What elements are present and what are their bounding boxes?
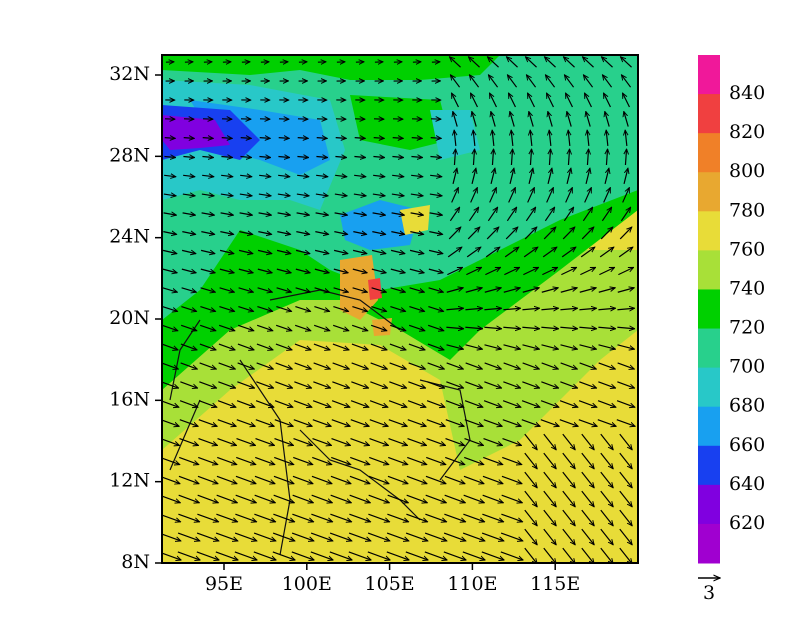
- colorbar-box: [698, 368, 720, 408]
- colorbar-box: [698, 94, 720, 134]
- colorbar-label: 840: [729, 82, 765, 104]
- colorbar-label: 740: [729, 277, 765, 299]
- colorbar-box: [698, 211, 720, 251]
- wind-arrow: [393, 138, 404, 139]
- colorbar-box: [698, 133, 720, 173]
- reference-label: 3: [703, 582, 715, 604]
- lat-tick-label: 12N: [109, 470, 150, 492]
- colorbar-label: 660: [729, 434, 765, 456]
- wind-arrow: [336, 138, 347, 139]
- lon-tick-label: 105E: [365, 573, 415, 595]
- colorbar-box: [698, 172, 720, 212]
- lat-tick-label: 28N: [109, 144, 150, 166]
- colorbar-label: 680: [729, 395, 765, 417]
- colorbar-box: [698, 289, 720, 329]
- lat-tick-label: 8N: [121, 551, 150, 573]
- lon-tick-label: 100E: [282, 573, 332, 595]
- colorbar-label: 620: [729, 512, 765, 534]
- wind-arrow: [165, 138, 176, 139]
- colorbar-box: [698, 407, 720, 447]
- lon-tick-label: 115E: [530, 573, 580, 595]
- colorbar: 840 820 800 780 760 740 720 700 680 660 640 620: [698, 55, 765, 564]
- lat-tick-label: 24N: [109, 226, 150, 248]
- colorbar-box: [698, 250, 720, 290]
- wind-arrow: [317, 138, 328, 139]
- colorbar-label: 640: [729, 473, 765, 495]
- lat-tick-label: 20N: [109, 307, 150, 329]
- colorbar-label: 700: [729, 356, 765, 378]
- colorbar-box: [698, 446, 720, 486]
- colorbar-box: [698, 55, 720, 95]
- colorbar-box: [698, 524, 720, 564]
- colorbar-label: 720: [729, 317, 765, 339]
- wind-arrow: [222, 138, 233, 139]
- wind-arrow: [412, 138, 423, 139]
- lat-tick-label: 32N: [109, 63, 150, 85]
- wind-arrow: [279, 138, 290, 139]
- lon-tick-label: 110E: [447, 573, 497, 595]
- colorbar-label: 800: [729, 160, 765, 182]
- wind-arrow: [355, 138, 366, 139]
- lon-tick-label: 95E: [205, 573, 243, 595]
- wind-arrow: [241, 138, 252, 139]
- wind-arrow: [431, 138, 442, 139]
- wind-arrow: [203, 138, 214, 139]
- colorbar-label: 760: [729, 238, 765, 260]
- wind-arrow: [374, 138, 385, 139]
- colorbar-box: [698, 485, 720, 525]
- wind-arrow: [184, 138, 195, 139]
- colorbar-box: [698, 329, 720, 369]
- colorbar-label: 820: [729, 121, 765, 143]
- lat-tick-label: 16N: [109, 388, 150, 410]
- wind-arrow: [298, 138, 309, 139]
- field: [159, 55, 638, 564]
- wind-arrow: [260, 138, 271, 139]
- colorbar-label: 780: [729, 199, 765, 221]
